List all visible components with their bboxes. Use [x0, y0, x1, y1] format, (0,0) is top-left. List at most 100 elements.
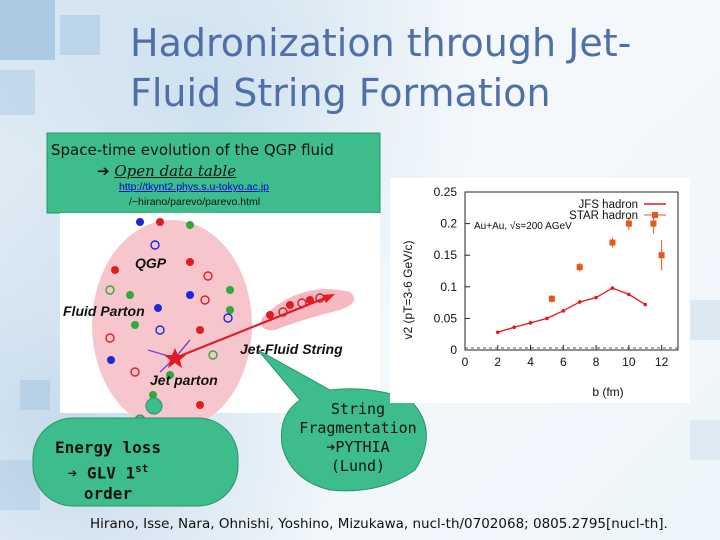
chart-ylabel: v2 (pT=3-6 GeV/c) — [401, 240, 415, 339]
jfs-point — [627, 292, 631, 297]
series-line-jfs — [497, 287, 646, 333]
x-tick-label: 2 — [494, 355, 501, 369]
parton-dot — [186, 291, 194, 299]
fluid-partons — [107, 218, 234, 409]
callout-open-data: Space-time evolution of the QGP fluid ➔ … — [47, 133, 380, 213]
x-tick-label: 8 — [593, 355, 600, 369]
legend-label: STAR hadron — [569, 210, 638, 222]
star-point — [658, 252, 665, 259]
jfs-point — [495, 330, 500, 335]
citation: Hirano, Isse, Nara, Ohnishi, Yoshino, Mi… — [90, 516, 668, 532]
string-line2: Fragmentation — [299, 419, 417, 437]
jfs-point — [643, 302, 648, 307]
y-tick-label: 0.2 — [440, 217, 457, 231]
x-tick-label: 12 — [655, 355, 669, 369]
jfs-point — [512, 325, 516, 330]
x-tick-label: 0 — [462, 355, 469, 369]
string-blob — [261, 289, 355, 331]
star-point — [576, 264, 583, 271]
decor-tile — [0, 70, 35, 115]
parton-dot — [226, 286, 234, 294]
star-point — [548, 295, 555, 302]
y-tick-label: 0.05 — [434, 311, 458, 325]
slide-title: Hadronization through Jet- Fluid String … — [130, 18, 710, 118]
parton-dot — [111, 266, 119, 274]
plot-frame — [464, 191, 679, 351]
url-link[interactable]: http://tkynt2.phys.s.u-tokyo.ac.jp — [119, 181, 269, 193]
jfs-point — [561, 309, 566, 313]
chart-marks — [495, 213, 665, 335]
x-tick-label: 10 — [622, 355, 636, 369]
star-point — [650, 220, 657, 227]
parton-dot — [136, 218, 144, 226]
jfs-point — [577, 300, 582, 304]
parton-dot — [156, 218, 164, 226]
energy-line2-text: GLV 1 — [77, 463, 136, 483]
string-line4: (Lund) — [330, 457, 386, 475]
arrow-icon: ➔ — [97, 162, 110, 180]
parton-dot — [186, 221, 194, 229]
label-jet-parton: Jet parton — [150, 372, 218, 388]
decor-tile — [60, 15, 100, 55]
qgp-ellipse — [92, 220, 252, 430]
jfs-point — [594, 295, 598, 300]
chart-xlabel: b (fm) — [592, 385, 623, 399]
parton-dot — [154, 304, 162, 312]
parton-dot — [107, 356, 115, 364]
arrow-icon: ➔ — [326, 438, 336, 456]
energy-line1: Energy loss — [55, 438, 161, 457]
energy-line2: ➔ GLV 1st — [33, 458, 183, 483]
parton-dot — [166, 371, 174, 379]
jfs-point — [610, 286, 615, 290]
parton-dot — [186, 258, 194, 266]
star-point — [609, 239, 616, 246]
y-tick-label: 0.25 — [434, 185, 458, 199]
slide-title-line2: Fluid String Formation — [130, 71, 551, 115]
hadron-circles — [105, 240, 233, 377]
label-qgp: QGP — [135, 255, 167, 271]
slide-title-line1: Hadronization through Jet- — [130, 21, 632, 65]
y-tick-label: 0.1 — [440, 280, 457, 294]
y-tick-label: 0 — [450, 343, 457, 357]
callout-energy-shape — [32, 417, 239, 507]
parton-dot — [131, 321, 139, 329]
parton-dot — [226, 306, 234, 314]
legend-label: JFS hadron — [579, 199, 638, 211]
star-point — [625, 220, 632, 227]
callout-line2: ➔ Open data table — [97, 162, 236, 180]
chart-background — [390, 178, 690, 403]
callout-line1: Space-time evolution of the QGP fluid — [51, 141, 334, 159]
jfs-point — [545, 316, 549, 321]
callout-energy-text: Energy loss ➔ GLV 1st order — [33, 437, 183, 504]
url-path: /~hirano/parevo/parevo.html — [129, 196, 261, 208]
chart-axes: 0 0.05 0.1 0.15 0.2 0.25 0 2 4 6 8 10 12 — [434, 185, 679, 369]
string-line3: ➔PYTHIA — [284, 438, 432, 457]
x-tick-label: 4 — [527, 355, 534, 369]
string-line3-text: PYTHIA — [335, 438, 390, 456]
parton-dot — [196, 401, 204, 409]
decor-tile — [690, 420, 720, 460]
jet-origin-star — [164, 348, 186, 368]
label-fluid-parton: Fluid Parton — [63, 303, 145, 319]
parton-dot — [149, 391, 157, 399]
decor-tile — [20, 380, 50, 410]
jet-arrow — [174, 296, 326, 360]
parton-dot — [196, 326, 204, 334]
callout-string-fragmentation: String Fragmentation ➔PYTHIA (Lund) — [284, 392, 432, 492]
v2-chart: 0 0.05 0.1 0.15 0.2 0.25 0 2 4 6 8 10 12 JFS hadronS… — [390, 178, 690, 403]
energy-line3: order — [83, 484, 133, 504]
arrow-icon: ➔ — [67, 463, 78, 483]
y-tick-label: 0.15 — [434, 248, 458, 262]
parton-dot — [126, 291, 134, 299]
chart-annotation: Au+Au, √s=200 AGeV — [474, 220, 572, 232]
open-data-link[interactable]: Open data table — [114, 162, 237, 180]
legend-marker — [652, 212, 658, 218]
string-line1: String — [330, 400, 386, 418]
jfs-point — [528, 321, 533, 325]
x-tick-label: 6 — [560, 355, 567, 369]
energy-sup: st — [135, 462, 149, 475]
label-jet-fluid-string: Jet-Fluid String — [240, 341, 343, 357]
decor-tile — [0, 0, 55, 60]
